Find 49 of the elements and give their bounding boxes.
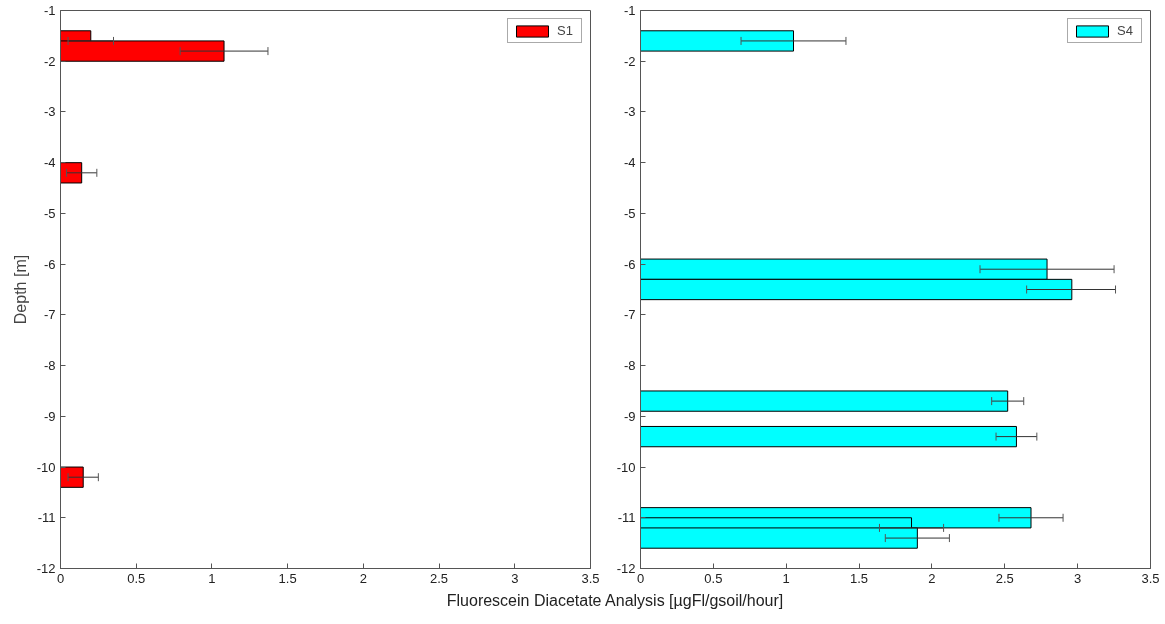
x-tick-label: 2	[928, 570, 936, 586]
x-tick-label: 0	[56, 570, 65, 586]
bar	[60, 466, 84, 488]
y-tick-label: -10	[616, 459, 636, 475]
x-tick-label: 3	[511, 570, 519, 586]
y-tick-label: -3	[623, 104, 636, 120]
x-tick-label: 0.5	[704, 570, 723, 586]
x-axis-title: Fluorescein Diacetate Analysis [µgFl/gsoil/hour]	[446, 591, 784, 611]
y-tick-label: -3	[43, 104, 56, 120]
x-tick-label: 3.5	[1141, 570, 1160, 586]
y-tick-label: -1	[43, 3, 56, 18]
y-tick-label: -6	[43, 256, 56, 272]
y-tick-label: -9	[43, 408, 56, 424]
y-tick-label: -11	[617, 510, 636, 526]
y-tick-label: -5	[623, 205, 636, 221]
y-tick-label: -2	[623, 53, 636, 69]
y-axis-title: Depth [m]	[11, 254, 29, 325]
x-tick-label: 1.5	[278, 570, 297, 586]
y-tick-label: -12	[616, 561, 636, 576]
legend-label: S1	[557, 23, 574, 38]
x-tick-label: 0	[636, 570, 645, 586]
bar	[60, 162, 83, 184]
x-tick-label: 1	[782, 570, 790, 586]
x-tick-label: 3.5	[581, 570, 600, 586]
x-tick-label: 2.5	[995, 570, 1014, 586]
y-tick-label: -5	[43, 205, 56, 221]
y-tick-label: -6	[623, 256, 636, 272]
y-tick-label: -7	[43, 307, 56, 323]
y-tick-label: -8	[43, 358, 56, 374]
x-tick-label: 3	[1074, 570, 1082, 586]
y-tick-label: -11	[37, 510, 56, 526]
y-tick-label: -1	[623, 3, 636, 18]
x-tick-label: 1	[208, 570, 216, 586]
x-tick-label: 2	[359, 570, 367, 586]
x-tick-label: 1.5	[850, 570, 869, 586]
bar	[640, 30, 794, 52]
y-tick-label: -2	[43, 53, 56, 69]
x-tick-label: 0.5	[127, 570, 146, 586]
y-tick-label: -8	[623, 358, 636, 374]
y-tick-label: -12	[36, 561, 56, 576]
y-tick-label: -4	[623, 155, 636, 171]
y-tick-label: -9	[623, 408, 636, 424]
legend-label: S4	[1117, 23, 1134, 38]
bar	[640, 390, 1009, 412]
y-tick-label: -10	[36, 459, 56, 475]
x-tick-label: 2.5	[430, 570, 449, 586]
y-tick-label: -7	[623, 307, 636, 323]
y-tick-label: -4	[43, 155, 56, 171]
bar	[640, 425, 1017, 448]
